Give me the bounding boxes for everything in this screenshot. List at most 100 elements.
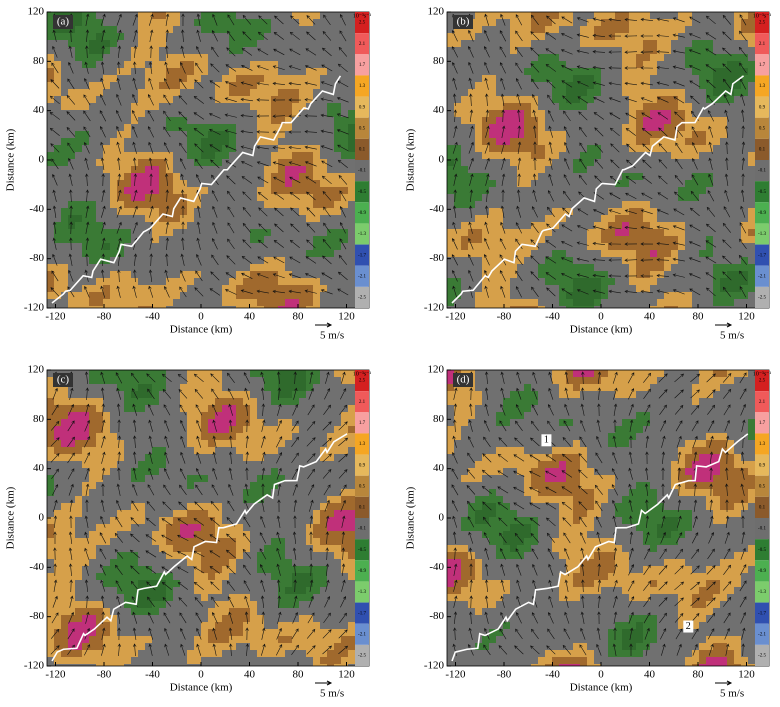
field-cell (159, 173, 166, 180)
field-cell (131, 103, 138, 110)
field-cell (138, 412, 145, 419)
field-cell (75, 138, 82, 145)
x-tick-label: -120 (45, 311, 66, 323)
field-cell (580, 54, 587, 61)
field-cell (180, 159, 187, 166)
field-cell (159, 285, 166, 292)
field-cell (89, 96, 96, 103)
field-cell (538, 243, 545, 250)
field-cell (454, 159, 461, 166)
field-cell (166, 124, 173, 131)
field-cell (82, 61, 89, 68)
field-cell (236, 299, 243, 306)
field-cell (103, 412, 110, 419)
field-cell (615, 250, 622, 257)
field-cell (166, 426, 173, 433)
field-cell (348, 40, 355, 47)
field-cell (145, 264, 152, 271)
field-cell (68, 278, 75, 285)
field-cell (461, 271, 468, 278)
field-cell (89, 152, 96, 159)
field-cell (334, 229, 341, 236)
field-cell (131, 292, 138, 299)
field-cell (229, 222, 236, 229)
field-cell (594, 243, 601, 250)
field-cell (159, 517, 166, 524)
field-cell (166, 594, 173, 601)
field-cell (68, 517, 75, 524)
field-cell (222, 250, 229, 257)
field-cell (187, 636, 194, 643)
field-cell (334, 124, 341, 131)
field-cell (61, 503, 68, 510)
field-cell (138, 26, 145, 33)
field-cell (47, 594, 54, 601)
field-cell (734, 264, 741, 271)
field-cell (117, 503, 124, 510)
field-cell (734, 159, 741, 166)
field-cell (341, 173, 348, 180)
field-cell (313, 124, 320, 131)
field-cell (629, 82, 636, 89)
field-cell (159, 26, 166, 33)
field-cell (320, 117, 327, 124)
field-cell (629, 180, 636, 187)
field-cell (208, 384, 215, 391)
field-cell (68, 138, 75, 145)
field-cell (208, 573, 215, 580)
field-cell (61, 398, 68, 405)
field-cell (692, 243, 699, 250)
field-cell (608, 145, 615, 152)
field-cell (152, 278, 159, 285)
field-cell (496, 299, 503, 306)
y-tick-label: -40 (29, 203, 44, 215)
field-cell (61, 580, 68, 587)
field-cell (96, 461, 103, 468)
field-cell (103, 419, 110, 426)
field-cell (510, 208, 517, 215)
colorbar-label: 0.5 (759, 126, 766, 131)
field-cell (222, 145, 229, 152)
field-cell (152, 643, 159, 650)
field-cell (145, 229, 152, 236)
field-cell (531, 264, 538, 271)
field-cell (334, 180, 341, 187)
field-cell (166, 19, 173, 26)
field-cell (208, 68, 215, 75)
field-cell (341, 292, 348, 299)
field-cell (145, 426, 152, 433)
field-cell (461, 110, 468, 117)
field-cell (180, 650, 187, 657)
field-cell (741, 285, 748, 292)
field-cell (334, 194, 341, 201)
field-cell (643, 61, 650, 68)
field-cell (348, 180, 355, 187)
field-cell (75, 440, 82, 447)
field-cell (734, 110, 741, 117)
field-cell (54, 503, 61, 510)
field-cell (685, 264, 692, 271)
field-cell (138, 391, 145, 398)
field-cell (194, 524, 201, 531)
field-cell (180, 257, 187, 264)
field-cell (271, 229, 278, 236)
field-cell (657, 152, 664, 159)
field-cell (278, 82, 285, 89)
field-cell (713, 250, 720, 257)
field-cell (103, 517, 110, 524)
field-cell (215, 601, 222, 608)
field-cell (285, 19, 292, 26)
field-cell (538, 68, 545, 75)
field-cell (489, 82, 496, 89)
field-cell (243, 201, 250, 208)
field-cell (117, 412, 124, 419)
field-cell (517, 131, 524, 138)
field-cell (194, 405, 201, 412)
field-cell (236, 222, 243, 229)
field-cell (699, 82, 706, 89)
colorbar-swatch (355, 138, 369, 160)
field-cell (54, 201, 61, 208)
field-cell (243, 68, 250, 75)
field-cell (75, 236, 82, 243)
field-cell (89, 384, 96, 391)
